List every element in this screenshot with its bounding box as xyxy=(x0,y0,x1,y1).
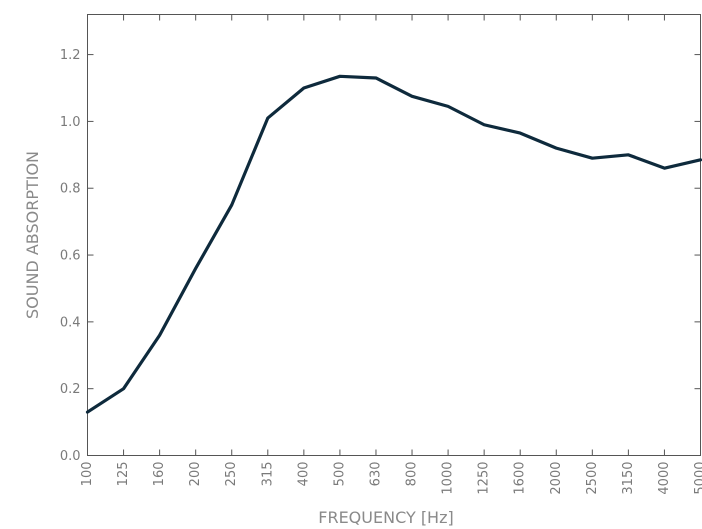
x-tick-labels: 100 125 160 200 250 315 400 500 630 800 1000 1250 16… xyxy=(80,462,702,495)
y-tick-label: 0.8 xyxy=(60,182,81,197)
y-tick-label: 1.0 xyxy=(60,115,81,130)
x-tick-label: 1600 xyxy=(513,462,528,495)
x-tick-label: 5000 xyxy=(693,462,702,495)
x-tick-label: 400 xyxy=(296,462,311,487)
y-tick-label: 0.0 xyxy=(60,449,81,464)
y-tick-label: 1.2 xyxy=(60,48,81,63)
x-axis-label: FREQUENCY [Hz] xyxy=(318,508,453,527)
x-tick-label: 3150 xyxy=(621,462,636,495)
series-line xyxy=(85,74,702,414)
x-ticks xyxy=(87,14,701,456)
x-tick-label: 1000 xyxy=(441,462,456,495)
x-tick-label: 100 xyxy=(80,462,95,487)
x-tick-label: 250 xyxy=(224,462,239,487)
x-tick-label: 4000 xyxy=(657,462,672,495)
x-tick-label: 160 xyxy=(152,462,167,487)
y-axis-label: SOUND ABSORPTION xyxy=(23,151,42,319)
y-tick-label: 0.2 xyxy=(60,382,81,397)
x-tick-label: 125 xyxy=(116,462,131,487)
x-tick-label: 200 xyxy=(188,462,203,487)
x-tick-label: 315 xyxy=(260,462,275,487)
x-tick-label: 630 xyxy=(368,462,383,487)
y-tick-labels: 0.0 0.2 0.4 0.6 0.8 1.0 1.2 xyxy=(60,48,81,464)
plot-frame xyxy=(87,14,701,456)
y-ticks xyxy=(87,54,701,456)
x-tick-label: 1250 xyxy=(477,462,492,495)
x-tick-label: 800 xyxy=(405,462,420,487)
x-tick-label: 2000 xyxy=(549,462,564,495)
x-tick-label: 500 xyxy=(332,462,347,487)
y-tick-label: 0.4 xyxy=(60,315,81,330)
x-tick-label: 2500 xyxy=(585,462,600,495)
y-tick-label: 0.6 xyxy=(60,249,81,264)
